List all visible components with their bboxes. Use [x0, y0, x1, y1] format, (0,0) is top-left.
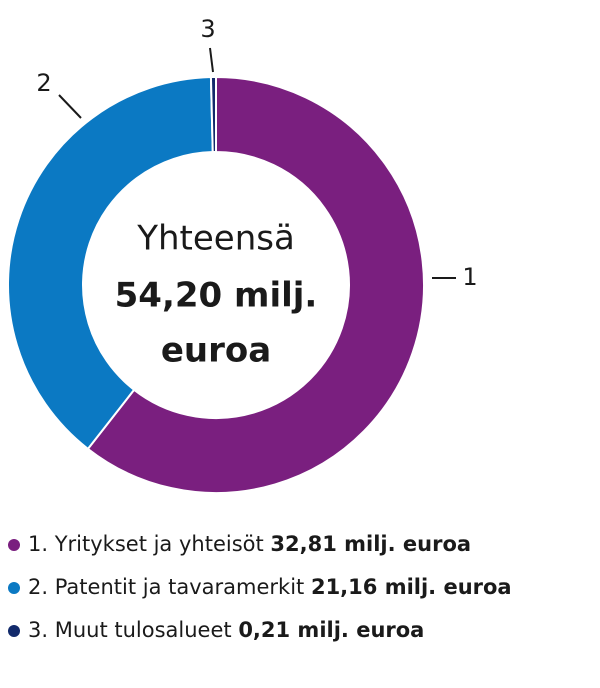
legend-value: 0,21 milj. euroa — [238, 618, 424, 642]
callout-label: 2 — [36, 69, 51, 97]
callout-line — [59, 95, 81, 118]
donut-segment — [211, 77, 216, 152]
legend-value: 32,81 milj. euroa — [270, 532, 471, 556]
legend-entry: 2. Patentit ja tavaramerkit 21,16 milj. … — [28, 575, 512, 599]
center-label: Yhteensä — [136, 219, 295, 259]
legend-entry: 1. Yritykset ja yhteisöt 32,81 milj. eur… — [28, 532, 471, 556]
legend-marker — [8, 625, 20, 637]
legend-marker — [8, 582, 20, 594]
chart: Yhteensä 54,20 milj. euroa 1 2 3 1. Yritykset … — [0, 0, 600, 684]
donut-segment — [8, 77, 213, 449]
legend-label: 1. Yritykset ja yhteisöt — [28, 532, 264, 556]
callout-label: 1 — [462, 263, 477, 291]
center-label: euroa — [161, 331, 271, 371]
legend-marker — [8, 539, 20, 551]
center-label: 54,20 milj. — [115, 276, 318, 316]
legend-label: 2. Patentit ja tavaramerkit — [28, 575, 304, 599]
callout-line — [210, 48, 213, 72]
legend-label: 3. Muut tulosalueet — [28, 618, 232, 642]
page: Yhteensä 54,20 milj. euroa 1 2 3 1. Yritykset … — [0, 0, 600, 684]
callout-label: 3 — [200, 15, 215, 43]
legend-entry: 3. Muut tulosalueet 0,21 milj. euroa — [28, 618, 424, 642]
legend-value: 21,16 milj. euroa — [311, 575, 512, 599]
